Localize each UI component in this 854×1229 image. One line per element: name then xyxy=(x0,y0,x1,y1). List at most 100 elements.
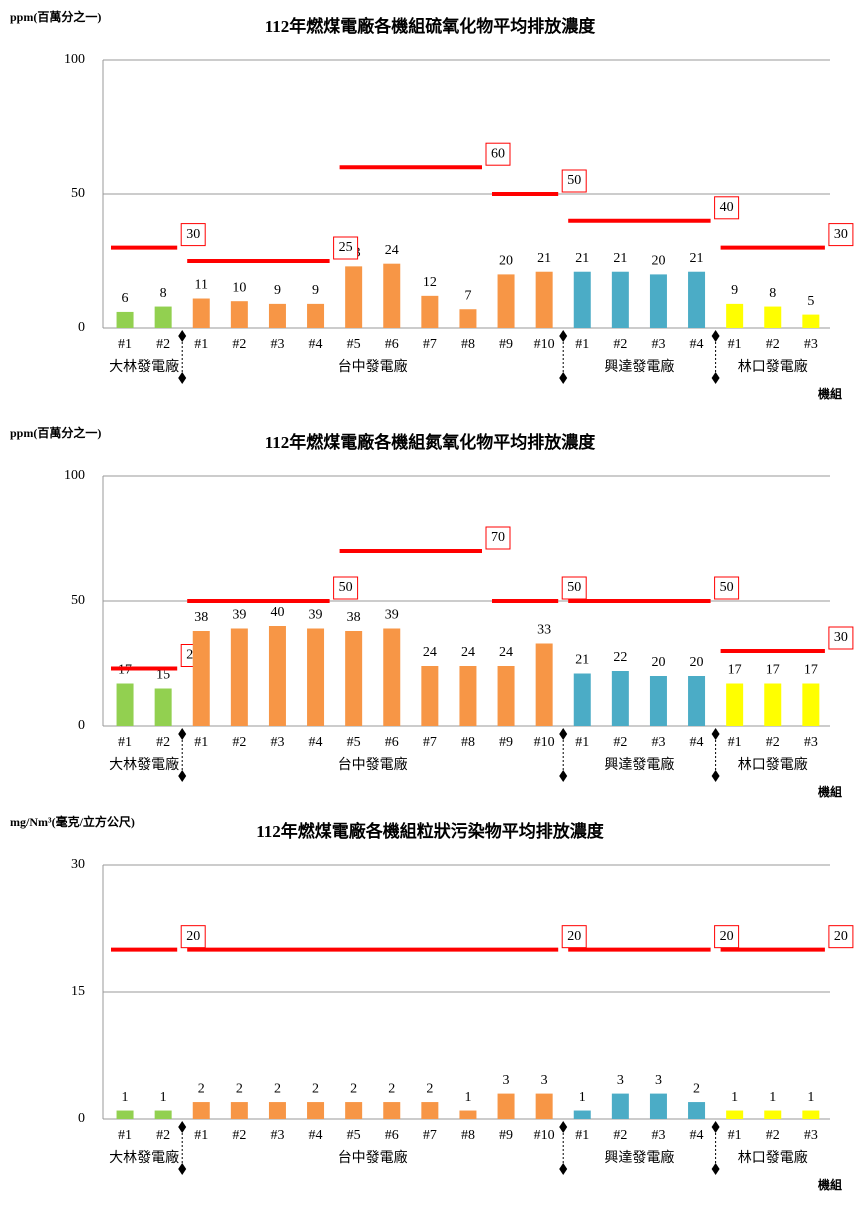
bar xyxy=(230,1102,248,1119)
separator-diamond xyxy=(711,1163,720,1175)
value-label: 21 xyxy=(575,653,589,668)
x-tick-label: #9 xyxy=(499,1128,513,1143)
value-label: 9 xyxy=(274,283,281,298)
bar xyxy=(230,301,248,328)
separator-diamond xyxy=(559,330,568,342)
bar xyxy=(383,628,401,726)
value-label: 24 xyxy=(385,243,399,258)
x-tick-label: #10 xyxy=(534,735,555,750)
bar xyxy=(535,1093,553,1119)
value-label: 3 xyxy=(503,1073,510,1088)
value-label: 3 xyxy=(617,1073,624,1088)
group-label: 興達發電廠 xyxy=(604,756,674,773)
x-axis-label: 機組 xyxy=(818,784,842,799)
x-tick-label: #2 xyxy=(766,1128,780,1143)
bar xyxy=(192,631,210,726)
separator-diamond xyxy=(711,770,720,782)
x-tick-label: #1 xyxy=(728,1128,742,1143)
bar xyxy=(535,271,553,328)
separator-diamond xyxy=(178,1163,187,1175)
x-tick-label: #3 xyxy=(270,735,284,750)
value-label: 20 xyxy=(499,254,513,269)
x-tick-label: #4 xyxy=(690,735,704,750)
limit-box xyxy=(561,169,587,193)
group-label: 台中發電廠 xyxy=(338,756,408,773)
bar xyxy=(421,1102,439,1119)
x-tick-label: #3 xyxy=(804,1128,818,1143)
bar xyxy=(764,1110,782,1119)
bar xyxy=(154,1110,172,1119)
value-label: 10 xyxy=(232,280,246,295)
value-label: 17 xyxy=(804,663,818,678)
value-label: 21 xyxy=(690,251,704,266)
value-label: 1 xyxy=(579,1090,586,1105)
limit-box xyxy=(333,576,359,600)
y-axis-label: ppm(百萬分之一) xyxy=(10,425,101,440)
separator-diamond xyxy=(178,372,187,384)
x-tick-label: #1 xyxy=(728,337,742,352)
value-label: 21 xyxy=(613,251,627,266)
bar xyxy=(688,1102,706,1119)
x-tick-label: #3 xyxy=(651,337,665,352)
limit-label: 20 xyxy=(720,929,734,944)
x-tick-label: #6 xyxy=(385,337,399,352)
bar xyxy=(345,1102,363,1119)
bar xyxy=(459,1110,477,1119)
value-label: 3 xyxy=(655,1073,662,1088)
bar xyxy=(726,683,744,726)
limit-box xyxy=(714,576,740,600)
bar xyxy=(192,1102,210,1119)
bar xyxy=(345,266,363,328)
bar xyxy=(535,643,553,726)
value-label: 9 xyxy=(731,283,738,298)
bar xyxy=(116,311,134,328)
bar xyxy=(573,1110,591,1119)
separator-diamond xyxy=(711,728,720,740)
x-tick-label: #1 xyxy=(575,735,589,750)
bar xyxy=(116,683,134,726)
group-label: 林口發電廠 xyxy=(738,1149,808,1166)
x-tick-label: #6 xyxy=(385,1128,399,1143)
value-label: 2 xyxy=(312,1081,319,1096)
y-tick-label: 100 xyxy=(64,52,85,67)
value-label: 1 xyxy=(731,1090,738,1105)
value-label: 12 xyxy=(423,275,437,290)
x-tick-label: #1 xyxy=(118,735,132,750)
limit-label: 20 xyxy=(567,929,581,944)
x-tick-label: #3 xyxy=(651,1128,665,1143)
y-tick-label: 30 xyxy=(71,857,85,872)
x-tick-label: #5 xyxy=(347,1128,361,1143)
group-label: 大林發電廠 xyxy=(109,756,179,773)
y-tick-label: 15 xyxy=(71,984,85,999)
x-tick-label: #9 xyxy=(499,337,513,352)
y-tick-label: 0 xyxy=(78,320,85,335)
x-tick-label: #3 xyxy=(804,735,818,750)
value-label: 15 xyxy=(156,668,170,683)
group-label: 興達發電廠 xyxy=(604,1149,674,1166)
separator-diamond xyxy=(711,1121,720,1133)
x-tick-label: #9 xyxy=(499,735,513,750)
group-label: 大林發電廠 xyxy=(109,1149,179,1166)
limit-box xyxy=(485,142,511,166)
bar xyxy=(611,1093,629,1119)
value-label: 33 xyxy=(537,623,551,638)
bar xyxy=(116,1110,134,1119)
x-tick-label: #1 xyxy=(194,337,208,352)
limit-box xyxy=(714,196,740,220)
y-tick-label: 0 xyxy=(78,1111,85,1126)
bar xyxy=(421,666,439,726)
value-label: 1 xyxy=(160,1090,167,1105)
value-label: 2 xyxy=(388,1081,395,1096)
limit-label: 50 xyxy=(567,580,581,595)
x-tick-label: #7 xyxy=(423,337,437,352)
value-label: 20 xyxy=(690,655,704,670)
group-label: 大林發電廠 xyxy=(109,358,179,375)
value-label: 20 xyxy=(651,655,665,670)
x-tick-label: #5 xyxy=(347,337,361,352)
x-tick-label: #2 xyxy=(613,337,627,352)
bar xyxy=(726,1110,744,1119)
bar xyxy=(688,271,706,328)
separator-diamond xyxy=(559,1121,568,1133)
x-tick-label: #3 xyxy=(651,735,665,750)
x-tick-label: #2 xyxy=(766,735,780,750)
